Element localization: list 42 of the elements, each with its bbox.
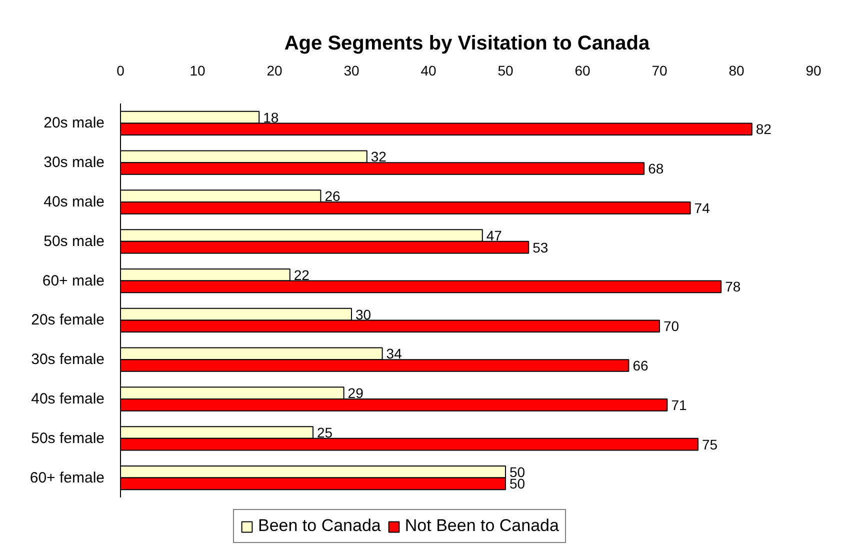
x-tick-label: 0 (116, 62, 125, 78)
y-tick-label: 50s female (31, 430, 104, 447)
y-tick-label: 20s male (44, 114, 105, 132)
x-tick-label: 10 (190, 62, 206, 78)
data-label: 32 (370, 148, 387, 165)
x-tick-label: 20 (266, 62, 282, 78)
data-label: 22 (294, 266, 310, 283)
data-label: 18 (263, 109, 279, 126)
legend-label: Not Been to Canada (404, 516, 559, 536)
data-label: 30 (356, 306, 372, 322)
x-tick-label: 40 (420, 62, 436, 78)
legend-label: Been to Canada (258, 516, 381, 536)
x-tick-label: 70 (652, 62, 668, 78)
data-label: 74 (694, 200, 710, 216)
x-tick-label: 50 (498, 62, 514, 78)
data-label: 75 (702, 436, 718, 452)
data-label: 47 (486, 227, 502, 244)
y-tick-label: 40s female (31, 390, 104, 408)
y-tick-label: 60+ male (42, 272, 104, 290)
chart-title: Age Segments by Visitation to Canada (284, 32, 651, 54)
data-label: 50 (510, 464, 526, 480)
y-tick-label: 20s female (31, 312, 104, 329)
data-label: 29 (348, 385, 364, 402)
x-tick-label: 90 (806, 62, 822, 78)
y-tick-label: 40s male (44, 194, 105, 210)
data-label: 68 (648, 160, 664, 177)
y-tick-label: 50s male (44, 232, 105, 250)
y-tick-label: 30s female (31, 351, 104, 368)
data-label: 25 (317, 424, 333, 440)
data-label: 78 (725, 278, 741, 295)
data-label: 34 (386, 346, 402, 362)
y-tick-label: 30s male (44, 154, 105, 172)
x-tick-label: 30 (344, 62, 360, 78)
data-label: 71 (671, 396, 687, 413)
data-label: 26 (324, 188, 340, 204)
y-tick-label: 60+ female (30, 469, 105, 486)
data-label: 70 (664, 318, 680, 334)
x-tick-label: 80 (728, 62, 744, 78)
data-label: 53 (532, 239, 548, 256)
data-label: 82 (756, 121, 772, 138)
x-tick-label: 60 (574, 62, 590, 78)
data-label: 66 (632, 358, 648, 374)
